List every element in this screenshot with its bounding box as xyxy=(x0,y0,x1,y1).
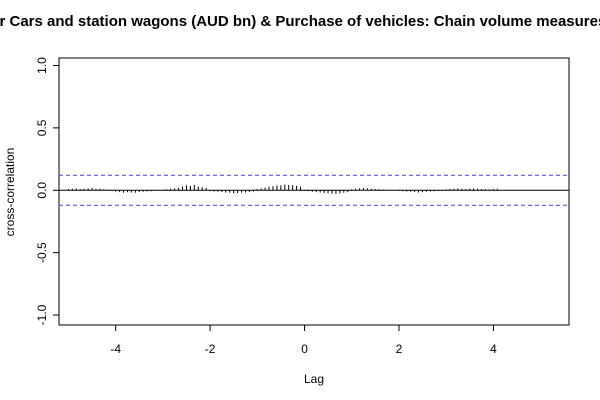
y-tick-label: 1.0 xyxy=(35,57,49,74)
x-tick-label: 0 xyxy=(301,342,308,356)
y-tick-label: 0.0 xyxy=(35,182,49,199)
chart-title: Motor Cars and station wagons (AUD bn) &… xyxy=(0,13,600,30)
y-axis-label: cross-correlation xyxy=(3,148,17,237)
y-tick-label: 0.5 xyxy=(35,119,49,136)
x-tick-label: -2 xyxy=(205,342,216,356)
y-tick-label: -0.5 xyxy=(35,242,49,263)
y-tick-label: -1.0 xyxy=(35,304,49,325)
x-axis: -4 -2 0 2 4 xyxy=(110,325,497,356)
x-tick-label: 4 xyxy=(490,342,497,356)
correlation-bars xyxy=(67,184,498,194)
plot-area xyxy=(58,57,570,326)
x-axis-label: Lag xyxy=(304,372,324,386)
x-tick-label: -4 xyxy=(110,342,121,356)
y-axis: -1.0 -0.5 0.0 0.5 1.0 xyxy=(35,57,59,325)
x-tick-label: 2 xyxy=(396,342,403,356)
